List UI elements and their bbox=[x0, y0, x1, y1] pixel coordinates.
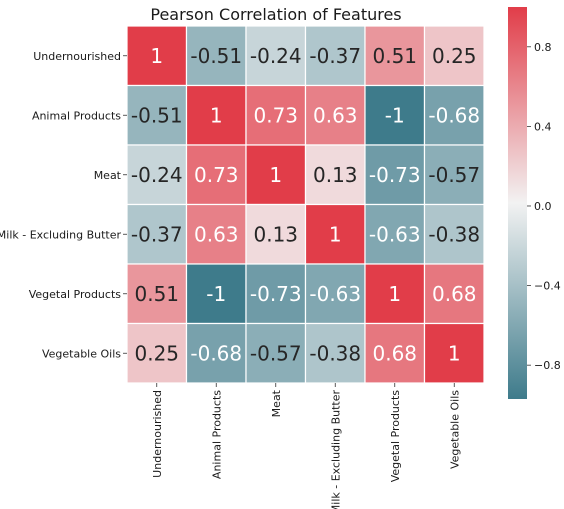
cell-value-label: 0.51 bbox=[134, 282, 179, 306]
cell-value-label: -0.51 bbox=[190, 44, 242, 68]
heatmap-cell bbox=[304, 144, 366, 206]
heatmap-cell bbox=[423, 84, 485, 146]
heatmap-cell bbox=[304, 263, 366, 325]
cell-value-label: -0.63 bbox=[309, 282, 361, 306]
cell-value-label: 1 bbox=[448, 341, 461, 365]
cell-value-label: -1 bbox=[206, 282, 226, 306]
heatmap-cell bbox=[245, 203, 307, 265]
heatmap-cell bbox=[245, 25, 307, 87]
heatmap-cell bbox=[126, 322, 188, 384]
colorbar: 0.8 0.4 0.0 −0.4 −0.8 bbox=[508, 7, 561, 399]
cell-value-label: -0.63 bbox=[369, 222, 421, 246]
heatmap-cell bbox=[364, 263, 426, 325]
row-tick-label: Milk - Excluding Butter bbox=[0, 228, 121, 241]
cell-value-label: 1 bbox=[329, 222, 342, 246]
heatmap-cell bbox=[423, 263, 485, 325]
cell-value-label: -0.24 bbox=[131, 163, 183, 187]
cell-value-label: 0.25 bbox=[134, 341, 179, 365]
column-tick-label: Milk - Excluding Butter bbox=[329, 390, 342, 509]
row-tick-label: Animal Products bbox=[32, 109, 121, 122]
colorbar-tick-label: 0.4 bbox=[534, 120, 552, 133]
cell-value-label: 1 bbox=[150, 44, 163, 68]
cell-value-label: -0.68 bbox=[428, 103, 480, 127]
cell-value-label: -0.38 bbox=[428, 222, 480, 246]
column-labels: Undernourished Animal Products Meat Milk - … bbox=[151, 383, 461, 509]
column-tick-label: Undernourished bbox=[151, 390, 164, 478]
cell-value-label: 0.68 bbox=[432, 282, 477, 306]
row-tick-label: Vegetable Oils bbox=[42, 347, 121, 360]
heatmap-cell bbox=[126, 25, 188, 87]
row-tick-label: Undernourished bbox=[33, 50, 121, 63]
row-tick-label: Meat bbox=[94, 169, 122, 182]
heatmap-cell bbox=[245, 263, 307, 325]
cell-value-label: -0.51 bbox=[131, 103, 183, 127]
cell-value-label: 0.63 bbox=[313, 103, 358, 127]
cell-value-label: 1 bbox=[388, 282, 401, 306]
heatmap-cells: 1 -0.51 -0.24 -0.37 0.51 0.25 -0.51 1 0.73 0.63 -1… bbox=[126, 25, 485, 384]
cell-value-label: 1 bbox=[269, 163, 282, 187]
column-tick-label: Meat bbox=[270, 389, 283, 417]
chart-title: Pearson Correlation of Features bbox=[150, 5, 401, 24]
colorbar-gradient bbox=[508, 7, 527, 399]
heatmap-cell bbox=[304, 84, 366, 146]
cell-value-label: -0.73 bbox=[250, 282, 302, 306]
cell-value-label: 0.13 bbox=[313, 163, 358, 187]
column-tick-label: Animal Products bbox=[210, 390, 223, 479]
heatmap-cell bbox=[304, 203, 366, 265]
cell-value-label: 0.73 bbox=[194, 163, 239, 187]
heatmap-cell bbox=[364, 144, 426, 206]
heatmap-cell bbox=[364, 203, 426, 265]
cell-value-label: -0.57 bbox=[250, 341, 302, 365]
cell-value-label: 0.13 bbox=[253, 222, 298, 246]
cell-value-label: -0.37 bbox=[131, 222, 183, 246]
heatmap-cell bbox=[185, 84, 247, 146]
heatmap-cell bbox=[185, 203, 247, 265]
heatmap-cell bbox=[423, 25, 485, 87]
cell-value-label: -0.24 bbox=[250, 44, 302, 68]
cell-value-label: -0.37 bbox=[309, 44, 361, 68]
heatmap-cell bbox=[423, 322, 485, 384]
cell-value-label: -0.73 bbox=[369, 163, 421, 187]
colorbar-tick-label: 0.0 bbox=[534, 200, 552, 213]
heatmap-cell bbox=[423, 144, 485, 206]
cell-value-label: 1 bbox=[210, 103, 223, 127]
cell-value-label: 0.73 bbox=[253, 103, 298, 127]
cell-value-label: 0.68 bbox=[372, 341, 417, 365]
row-tick-label: Vegetal Products bbox=[29, 288, 122, 301]
colorbar-ticks: 0.8 0.4 0.0 −0.4 −0.8 bbox=[527, 41, 561, 372]
column-tick-label: Vegetal Products bbox=[389, 390, 402, 483]
heatmap-cell bbox=[185, 144, 247, 206]
colorbar-tick-label: −0.4 bbox=[534, 280, 561, 293]
colorbar-tick-label: 0.8 bbox=[534, 41, 552, 54]
cell-value-label: -0.38 bbox=[309, 341, 361, 365]
cell-value-label: 0.25 bbox=[432, 44, 477, 68]
cell-value-label: 0.51 bbox=[372, 44, 417, 68]
cell-value-label: -1 bbox=[385, 103, 405, 127]
colorbar-tick-label: −0.8 bbox=[534, 359, 561, 372]
cell-value-label: 0.63 bbox=[194, 222, 239, 246]
heatmap-cell bbox=[126, 203, 188, 265]
cell-value-label: -0.68 bbox=[190, 341, 242, 365]
column-tick-label: Vegetable Oils bbox=[448, 390, 461, 469]
heatmap-cell bbox=[423, 203, 485, 265]
row-labels: Undernourished Animal Products Meat Milk - … bbox=[0, 50, 127, 360]
heatmap-cell bbox=[185, 25, 247, 87]
cell-value-label: -0.57 bbox=[428, 163, 480, 187]
